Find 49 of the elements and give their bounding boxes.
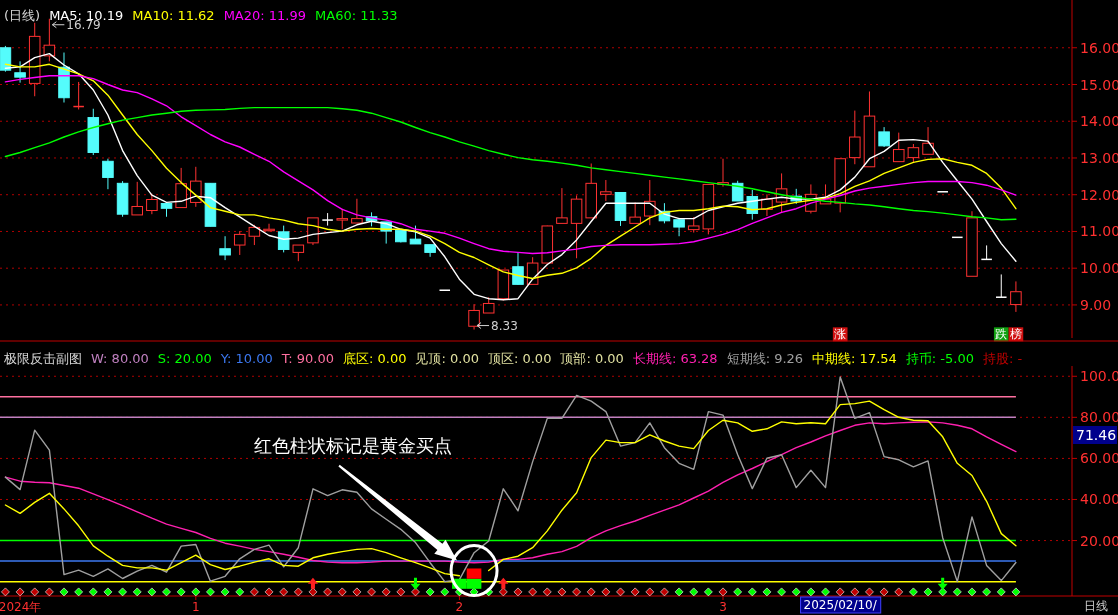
x-tick-label: 2024年: [0, 600, 42, 614]
text: MA10: 11.62: [132, 7, 215, 23]
x-tick-label: 1: [191, 600, 200, 614]
ref-line-label: S: 20.00: [157, 350, 212, 366]
x-tick-label: 3: [719, 600, 727, 614]
line-series: [4, 106, 1017, 221]
text: (日线): [4, 7, 41, 23]
ref-line-label: 底区: 0.00: [343, 350, 407, 366]
text: MA20: 11.99: [223, 7, 307, 23]
text: 持币: -5.00: [905, 350, 974, 366]
candlestick: [321, 212, 334, 227]
text: 顶区: 0.00: [487, 350, 552, 366]
text: 见顶: 0.00: [415, 350, 479, 366]
x-tick-label: 2: [455, 600, 464, 614]
candlestick: [28, 22, 41, 97]
candlestick: [468, 303, 480, 331]
text: 短期线: 9.26: [726, 350, 804, 366]
candlestick: [102, 158, 114, 190]
text: 日线: [1084, 599, 1108, 613]
chart-title: 极限反击副图: [3, 350, 82, 366]
text: MA60: 11.33: [315, 7, 398, 23]
ref-line-label: W: 80.00: [91, 350, 149, 366]
candlestick: [409, 225, 422, 245]
annotation: 8.33: [491, 318, 518, 333]
candlestick: [0, 45, 12, 73]
annotation: 红色柱状标记是黄金买点: [254, 434, 453, 456]
candlestick: [277, 225, 290, 253]
text: 中期线: 17.54: [812, 350, 897, 366]
ref-line-label: Y: 10.00: [219, 350, 273, 366]
ref-line-label: T: 90.00: [280, 350, 335, 366]
candlestick: [512, 251, 524, 286]
candlestick: [600, 179, 612, 202]
line-series: [4, 421, 1017, 564]
candlestick: [878, 126, 890, 148]
candlestick: [1010, 280, 1022, 313]
candlestick: [146, 193, 158, 215]
text: 71.46: [1076, 427, 1117, 443]
candlestick: [995, 273, 1008, 298]
text: 持股: -: [982, 350, 1023, 366]
text: 顶部: 0.00: [560, 350, 624, 366]
y-tick-label: 9.00: [1080, 296, 1112, 313]
candlestick: [233, 230, 246, 256]
data-label: 涨: [834, 327, 847, 342]
text: 2025/02/10/: [803, 598, 878, 612]
text: 长期线: 63.28: [632, 350, 718, 366]
candlestick: [219, 235, 231, 261]
candlestick: [14, 60, 26, 84]
data-label: 榜: [1009, 327, 1022, 342]
data-label: 跌: [995, 327, 1008, 342]
